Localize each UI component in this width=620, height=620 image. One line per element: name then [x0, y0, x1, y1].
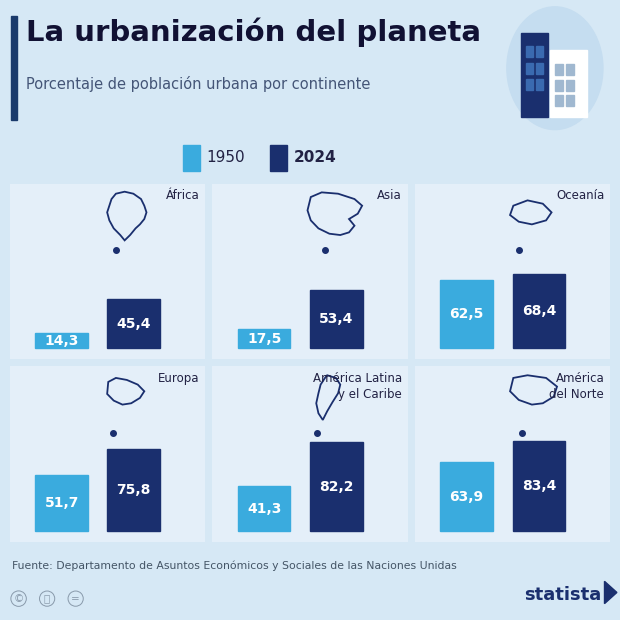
Text: Asia: Asia — [377, 188, 402, 202]
Text: 45,4: 45,4 — [117, 317, 151, 330]
Bar — [310, 290, 363, 348]
Bar — [513, 274, 565, 348]
Bar — [536, 46, 543, 57]
Text: América Latina
y el Caribe: América Latina y el Caribe — [312, 371, 402, 401]
Text: 75,8: 75,8 — [117, 483, 151, 497]
Text: statista: statista — [524, 586, 601, 604]
Text: 14,3: 14,3 — [45, 334, 79, 348]
Text: 53,4: 53,4 — [319, 312, 353, 326]
Text: 62,5: 62,5 — [450, 308, 484, 321]
Bar — [555, 95, 563, 107]
Text: 63,9: 63,9 — [450, 490, 484, 503]
Bar — [440, 462, 493, 531]
Bar — [107, 449, 160, 531]
Bar — [107, 299, 160, 348]
FancyBboxPatch shape — [521, 33, 548, 117]
Bar — [555, 81, 563, 91]
Text: 68,4: 68,4 — [521, 304, 556, 318]
Text: Porcentaje de población urbana por continente: Porcentaje de población urbana por conti… — [26, 76, 370, 92]
Bar — [566, 95, 574, 107]
Text: La urbanización del planeta: La urbanización del planeta — [26, 18, 481, 47]
Text: América
del Norte: América del Norte — [549, 371, 604, 401]
Text: 82,2: 82,2 — [319, 480, 353, 494]
Text: 2024: 2024 — [293, 150, 336, 165]
Text: ⓘ: ⓘ — [44, 593, 50, 604]
Bar — [526, 46, 533, 57]
Bar — [536, 79, 543, 90]
Text: 83,4: 83,4 — [521, 479, 556, 493]
Bar — [11, 16, 17, 120]
Bar — [513, 441, 565, 531]
Bar — [183, 145, 200, 171]
Text: Europa: Europa — [157, 371, 199, 384]
Text: =: = — [71, 593, 80, 604]
Bar — [566, 64, 574, 75]
Text: 51,7: 51,7 — [45, 496, 79, 510]
Text: Oceanía: Oceanía — [556, 188, 604, 202]
Text: África: África — [166, 188, 199, 202]
Text: 41,3: 41,3 — [247, 502, 281, 516]
Bar — [270, 145, 287, 171]
Text: ©: © — [14, 593, 24, 604]
Bar — [35, 475, 88, 531]
Text: 17,5: 17,5 — [247, 332, 281, 346]
Polygon shape — [604, 582, 617, 604]
Bar — [526, 63, 533, 74]
Text: 1950: 1950 — [206, 150, 245, 165]
FancyBboxPatch shape — [550, 50, 587, 117]
Bar — [526, 79, 533, 90]
Bar — [555, 64, 563, 75]
Bar — [310, 442, 363, 531]
Ellipse shape — [507, 7, 603, 130]
Bar — [35, 333, 88, 348]
Bar — [238, 329, 291, 348]
Bar — [536, 63, 543, 74]
Bar — [238, 487, 291, 531]
Bar — [566, 81, 574, 91]
Text: Fuente: Departamento de Asuntos Económicos y Sociales de las Naciones Unidas: Fuente: Departamento de Asuntos Económic… — [12, 560, 457, 571]
Bar — [440, 280, 493, 348]
